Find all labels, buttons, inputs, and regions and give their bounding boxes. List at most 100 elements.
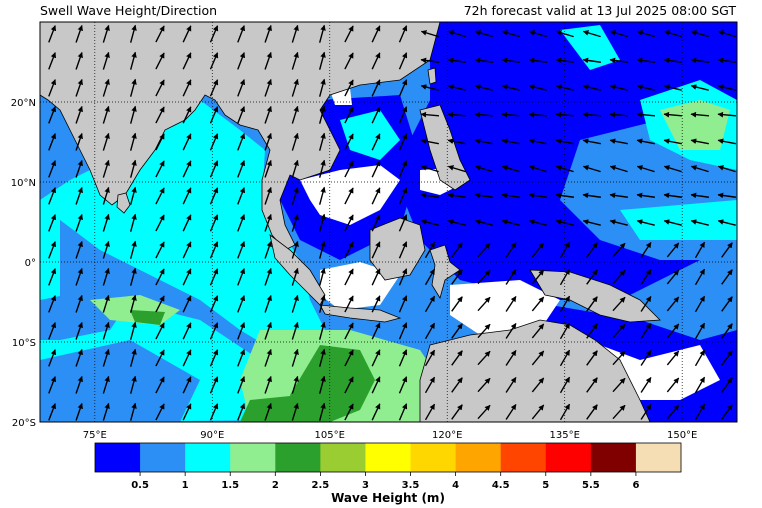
swell-arrow [447, 30, 466, 38]
swell-arrow [48, 295, 57, 313]
swell-arrow [371, 25, 381, 43]
swell-arrow [102, 24, 110, 43]
swell-arrow [155, 133, 165, 151]
swell-arrow [209, 187, 219, 205]
swell-arrow [129, 348, 137, 367]
swell-arrow [237, 403, 246, 421]
swell-arrow [318, 321, 326, 340]
colorbar-swatch [455, 443, 502, 472]
land-taiwan [427, 67, 437, 85]
swell-arrow [477, 323, 491, 339]
swell-arrow [609, 165, 628, 173]
swell-arrow [447, 138, 466, 145]
swell-arrow [424, 268, 436, 286]
swell-arrow [155, 403, 165, 421]
swell-arrow [48, 376, 57, 394]
swell-arrow [155, 241, 165, 259]
swell-arrow [75, 321, 83, 340]
swell-arrow [663, 138, 682, 145]
colorbar: 0.5 1 1.5 2 2.5 3 3.5 4 4.5 5 5.5 6 Wave Height (m) [94, 442, 682, 505]
swell-arrow [640, 403, 652, 420]
swell-arrow [505, 268, 517, 285]
swell-arrow [75, 213, 83, 232]
swell-arrow [636, 219, 655, 226]
swell-arrow [129, 159, 137, 178]
swell-arrow [690, 192, 710, 199]
swell-arrow [559, 349, 571, 367]
swell-arrow [609, 219, 628, 226]
swell-arrow [398, 403, 408, 421]
swell-arrow [182, 268, 192, 286]
swell-arrow [182, 25, 192, 43]
swell-arrow [318, 267, 326, 286]
swell-arrow [344, 79, 354, 97]
colorbar-ticks: 0.5 1 1.5 2 2.5 3 3.5 4 4.5 5 5.5 6 [131, 472, 639, 491]
swell-arrow [209, 349, 219, 367]
swell-arrow [155, 160, 165, 178]
swell-arrow [531, 350, 545, 366]
swell-arrow [209, 322, 219, 340]
swell-arrow [129, 402, 137, 421]
swell-arrow [609, 111, 629, 118]
swell-arrow [291, 294, 299, 313]
swell-arrow [182, 79, 192, 97]
swell-arrow [663, 111, 683, 118]
swell-arrow [528, 111, 548, 118]
lon-tick-label: 105°E [315, 430, 345, 441]
swell-arrow [447, 84, 466, 91]
swell-arrow [640, 376, 652, 393]
swell-arrow [48, 160, 57, 178]
swell-arrow [344, 295, 354, 313]
swell-arrow [447, 192, 467, 199]
swell-arrow [291, 105, 299, 124]
swell-arrow [505, 295, 517, 312]
swell-arrow [477, 296, 491, 312]
swell-arrow [182, 133, 192, 151]
colorbar-tick-label: 5 [542, 480, 549, 491]
swell-arrow [75, 24, 83, 43]
swell-arrow [75, 51, 83, 70]
swell-arrow [291, 321, 299, 340]
lon-tick-label: 120°E [432, 430, 462, 441]
swell-arrow [318, 105, 326, 124]
colorbar-tick-label: 1.5 [221, 480, 239, 491]
swell-arrow [717, 165, 736, 173]
swell-arrow [371, 376, 381, 394]
swell-arrow [612, 404, 626, 420]
swell-arrow [264, 348, 272, 367]
swell-arrow [636, 192, 656, 199]
swell-arrow [721, 404, 733, 420]
swell-arrow [155, 268, 165, 286]
swell-arrow [182, 106, 192, 124]
colorbar-label: Wave Height (m) [331, 491, 445, 505]
swell-arrow [102, 321, 110, 340]
swell-arrow [636, 84, 655, 91]
swell-arrow [237, 376, 246, 394]
swell-arrow [528, 165, 547, 173]
swell-arrow [477, 404, 491, 420]
swell-arrow [717, 111, 737, 118]
swell-arrow [371, 322, 381, 340]
swell-arrow [344, 349, 354, 367]
swell-arrow [609, 57, 629, 64]
swell-arrow [155, 349, 165, 367]
swell-arrow [344, 241, 354, 259]
swell-arrow [721, 296, 733, 312]
swell-arrow [102, 186, 110, 205]
colorbar-tick-label: 3 [362, 480, 369, 491]
swell-arrow [102, 213, 110, 232]
swell-arrow [237, 79, 246, 97]
swell-arrow [102, 132, 110, 151]
swell-arrow [102, 267, 110, 286]
swell-arrow [636, 165, 655, 173]
swell-arrow [264, 402, 272, 421]
swell-arrow [209, 295, 219, 313]
swell-arrow [318, 240, 326, 259]
swell-arrow [531, 269, 545, 285]
colorbar-swatch [410, 443, 457, 472]
swell-arrow [721, 269, 733, 285]
swell-arrow [582, 84, 601, 91]
swell-arrow [420, 219, 439, 226]
swell-arrow [344, 376, 354, 394]
swell-arrow [451, 350, 463, 366]
